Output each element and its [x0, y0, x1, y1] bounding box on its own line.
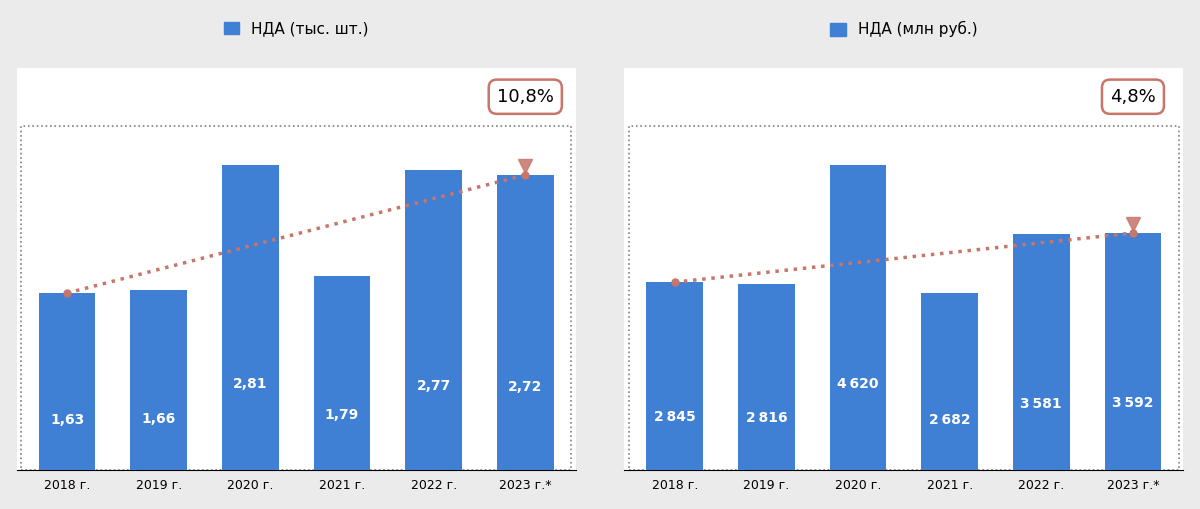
- Legend: НДА (млн руб.): НДА (млн руб.): [824, 15, 984, 44]
- Text: 2 816: 2 816: [745, 411, 787, 425]
- Bar: [647, 282, 703, 470]
- Bar: [406, 169, 462, 470]
- Text: 2,81: 2,81: [233, 377, 268, 391]
- Bar: [222, 165, 278, 470]
- Bar: [38, 293, 96, 470]
- Legend: НДА (тыс. шт.): НДА (тыс. шт.): [217, 15, 374, 42]
- Text: 10,8%: 10,8%: [497, 88, 553, 106]
- Bar: [1013, 234, 1069, 470]
- Text: 4,8%: 4,8%: [1110, 88, 1156, 106]
- Text: 2 845: 2 845: [654, 410, 696, 424]
- Bar: [131, 290, 187, 470]
- Bar: [1104, 233, 1162, 470]
- Bar: [313, 276, 371, 470]
- Text: 1,63: 1,63: [50, 413, 84, 427]
- Text: 2,77: 2,77: [416, 379, 451, 392]
- Text: 3 581: 3 581: [1020, 397, 1062, 411]
- Bar: [738, 284, 794, 470]
- Bar: [922, 293, 978, 470]
- Text: 4 620: 4 620: [838, 377, 878, 391]
- Text: 1,66: 1,66: [142, 412, 176, 426]
- Text: 1,79: 1,79: [325, 408, 359, 422]
- Bar: [829, 165, 887, 470]
- Text: 2,72: 2,72: [508, 380, 542, 394]
- Bar: [497, 175, 553, 470]
- Text: 3 592: 3 592: [1112, 397, 1153, 410]
- Text: 2 682: 2 682: [929, 413, 971, 427]
